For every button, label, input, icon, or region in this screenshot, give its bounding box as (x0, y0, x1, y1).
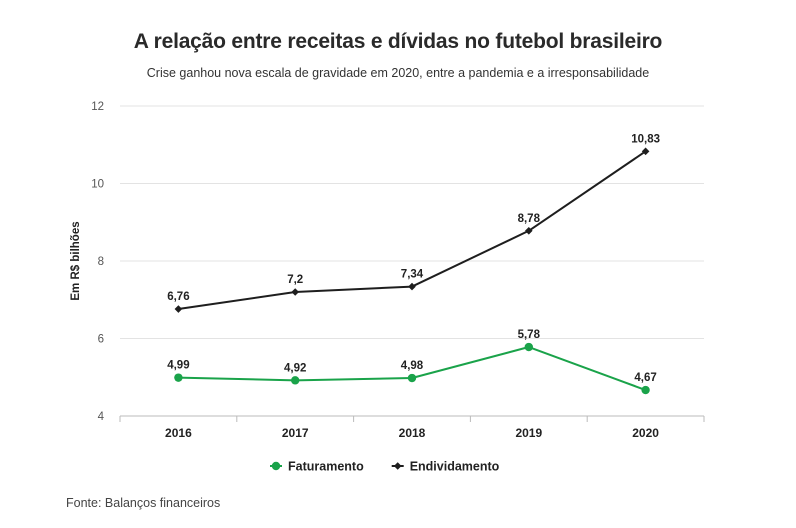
x-tick-label: 2018 (399, 426, 426, 440)
legend: Faturamento Endividamento (270, 460, 500, 474)
data-label-faturamento: 4,92 (284, 362, 306, 374)
source-note: Fonte: Balanços financeiros (66, 496, 221, 510)
legend-marker-endividamento (393, 462, 402, 470)
x-tick-label: 2017 (282, 426, 309, 440)
x-tick-label: 2019 (515, 426, 542, 440)
point-faturamento (407, 373, 417, 383)
point-endividamento (641, 147, 650, 156)
legend-label-faturamento: Faturamento (288, 460, 364, 474)
y-axis-label: Em R$ bilhões (70, 221, 82, 300)
grid-lines (120, 105, 704, 417)
data-label-faturamento: 4,67 (634, 372, 656, 384)
chart-subtitle: Crise ganhou nova escala de gravidade em… (146, 66, 650, 80)
y-tick-label: 8 (98, 256, 104, 268)
point-faturamento (174, 373, 183, 382)
x-tick-label: 2016 (165, 426, 192, 440)
point-faturamento (291, 376, 300, 385)
y-tick-label: 10 (91, 179, 104, 191)
point-faturamento (641, 385, 650, 395)
data-label-endividamento: 10,83 (631, 133, 660, 145)
y-tick-label: 12 (91, 101, 104, 113)
point-endividamento (174, 305, 183, 313)
data-label-endividamento: 8,78 (518, 213, 541, 225)
y-tick-label: 6 (98, 334, 104, 346)
point-faturamento (524, 342, 533, 352)
legend-label-endividamento: Endividamento (410, 460, 500, 474)
series-group: 4,99 4,92 4,98 5,78 4,67 6,76 7,2 7,34 8,78 10,83 (167, 133, 660, 395)
point-endividamento (525, 226, 533, 235)
data-label-endividamento: 7,34 (401, 269, 424, 281)
legend-marker-faturamento (271, 461, 281, 471)
x-axis: 2016 2017 2018 2019 2020 (119, 416, 705, 440)
data-label-endividamento: 6,76 (167, 291, 189, 303)
data-label-endividamento: 7,2 (287, 274, 303, 286)
data-label-faturamento: 4,99 (167, 360, 189, 372)
data-label-faturamento: 5,78 (518, 329, 541, 341)
chart-title: A relação entre receitas e dívidas no fu… (133, 30, 663, 53)
x-tick-label: 2020 (632, 426, 659, 440)
data-label-faturamento: 4,98 (401, 360, 424, 372)
point-endividamento (408, 282, 416, 291)
y-axis-ticks: 4 6 8 10 12 (91, 101, 104, 423)
point-endividamento (291, 288, 299, 296)
y-tick-label: 4 (98, 411, 105, 423)
